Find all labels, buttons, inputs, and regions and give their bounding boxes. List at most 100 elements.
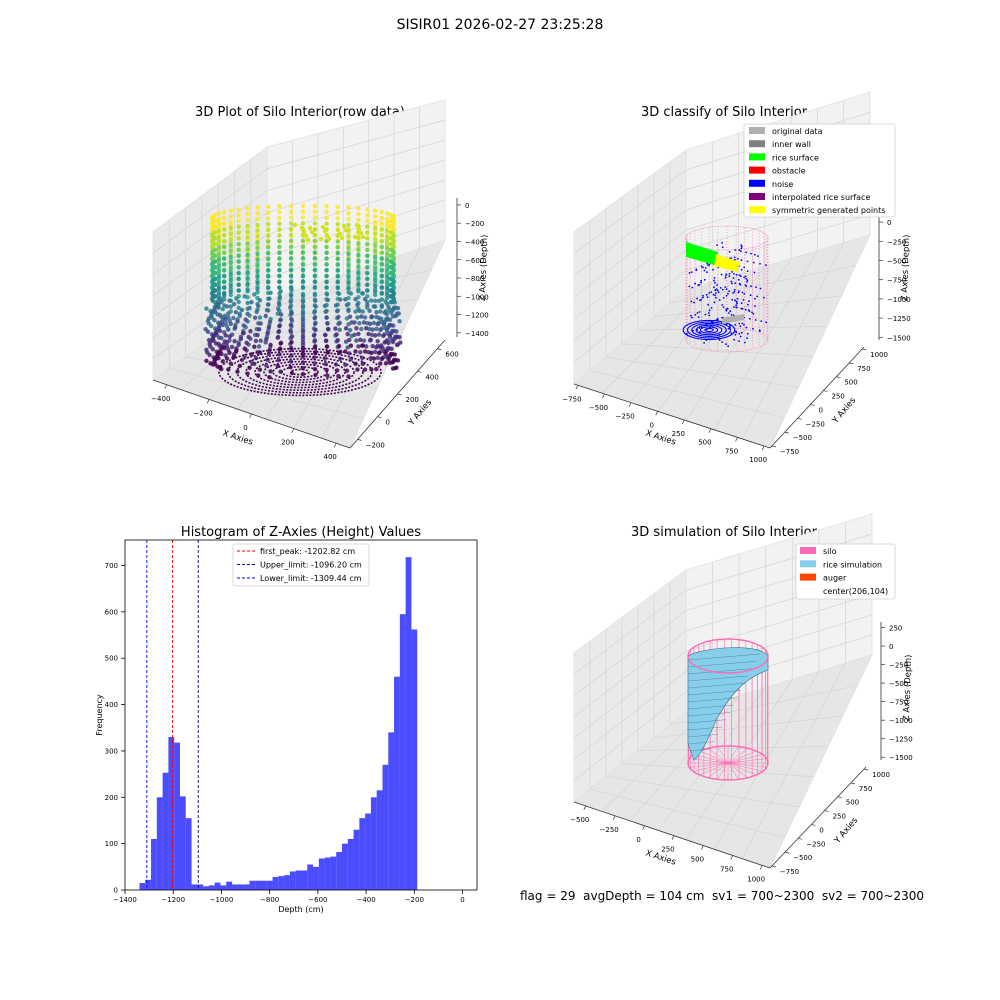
scatter-point bbox=[384, 211, 390, 216]
scatter-point bbox=[312, 232, 318, 238]
scatter-point bbox=[391, 266, 396, 271]
z-tick-label: −1500 bbox=[889, 754, 913, 762]
scatter-point bbox=[212, 288, 218, 293]
noise-point bbox=[756, 295, 759, 298]
histogram-bar bbox=[243, 884, 250, 890]
histogram-bar bbox=[382, 764, 389, 890]
scatter-point bbox=[397, 319, 402, 324]
z-tick-label: −1400 bbox=[465, 330, 489, 338]
noise-point bbox=[700, 281, 702, 284]
scatter-point bbox=[347, 337, 352, 343]
scatter-point bbox=[266, 280, 271, 285]
x-tick-label: 0 bbox=[460, 896, 464, 904]
scatter-point bbox=[300, 209, 306, 214]
scatter-point bbox=[277, 262, 282, 267]
scatter-point bbox=[221, 342, 226, 347]
x-tick bbox=[708, 428, 712, 433]
grid-line bbox=[685, 258, 792, 421]
scatter-point bbox=[215, 354, 220, 359]
histogram-bar bbox=[301, 870, 308, 890]
noise-point bbox=[703, 269, 706, 272]
noise-point bbox=[707, 312, 710, 314]
scatter-point bbox=[312, 285, 318, 290]
noise-point bbox=[733, 288, 736, 291]
top-point bbox=[358, 230, 364, 236]
scatter-point bbox=[266, 251, 271, 256]
grid-line bbox=[266, 159, 446, 213]
z-tick-label: −500 bbox=[889, 680, 908, 688]
x-tick-label: −750 bbox=[562, 395, 581, 403]
floor-ring bbox=[245, 355, 355, 389]
noise-point bbox=[730, 257, 732, 259]
scatter-point bbox=[266, 274, 271, 279]
scatter-point bbox=[312, 310, 317, 315]
y-tick-label: 500 bbox=[846, 799, 859, 807]
histogram-bar bbox=[370, 797, 377, 890]
rice-mesh-line bbox=[687, 683, 745, 689]
scatter-point bbox=[383, 361, 389, 366]
scatter-point bbox=[365, 230, 370, 235]
scatter-point bbox=[300, 305, 306, 310]
rice-mesh-line bbox=[687, 661, 757, 668]
noise-point bbox=[718, 339, 721, 341]
histogram-bar bbox=[405, 557, 412, 890]
z-tick-label: 0 bbox=[889, 643, 893, 651]
grid-line bbox=[265, 265, 370, 420]
noise-point bbox=[706, 271, 708, 273]
scatter-point bbox=[228, 225, 233, 231]
noise-point bbox=[745, 277, 748, 280]
noise-point bbox=[733, 291, 736, 293]
scatter-point bbox=[228, 289, 233, 294]
scatter-point bbox=[374, 326, 379, 331]
x-tick-label: 1000 bbox=[747, 875, 765, 883]
scatter-point bbox=[335, 280, 340, 285]
scatter-point bbox=[390, 339, 396, 345]
histogram-bar bbox=[162, 772, 169, 890]
noise-point bbox=[695, 268, 698, 271]
scatter-point bbox=[335, 251, 340, 256]
y-axis-label: Frequency bbox=[95, 694, 104, 736]
x-tick bbox=[682, 419, 685, 425]
scatter-point bbox=[391, 357, 397, 363]
noise-point bbox=[748, 317, 751, 320]
scatter-point bbox=[222, 232, 227, 238]
scatter-point bbox=[367, 308, 372, 313]
scatter-point bbox=[355, 315, 360, 320]
noise-point bbox=[697, 316, 700, 318]
scatter-point bbox=[300, 255, 306, 261]
legend-label: first_peak: -1202.82 cm bbox=[260, 547, 355, 556]
scatter-point bbox=[236, 271, 241, 276]
scatter-point bbox=[219, 319, 225, 324]
scatter-point bbox=[358, 350, 363, 355]
x-tick bbox=[628, 402, 632, 407]
y-tick-label: 0 bbox=[114, 887, 118, 895]
scatter-point bbox=[277, 209, 282, 215]
x-tick bbox=[671, 835, 675, 840]
x-tick bbox=[735, 437, 738, 442]
scatter-point bbox=[312, 203, 318, 209]
scatter-point bbox=[257, 315, 263, 320]
scatter-point bbox=[275, 335, 280, 340]
noise-point bbox=[736, 302, 738, 305]
grid-line bbox=[637, 745, 829, 751]
scatter-point bbox=[346, 274, 351, 280]
floor-ring bbox=[236, 352, 364, 391]
scatter-point bbox=[369, 314, 375, 319]
x-tick-label: −600 bbox=[308, 896, 327, 904]
noise-point bbox=[743, 266, 745, 269]
noise-point bbox=[688, 285, 691, 288]
scatter-point bbox=[346, 240, 351, 245]
plot-frame bbox=[124, 539, 478, 891]
scatter-point bbox=[325, 297, 330, 303]
scatter-point bbox=[288, 293, 294, 298]
scatter-point bbox=[325, 373, 330, 378]
scatter-point bbox=[255, 263, 260, 268]
histogram-bar bbox=[284, 875, 290, 890]
scatter-point bbox=[365, 213, 370, 218]
noise-point bbox=[730, 332, 733, 334]
histogram-bar bbox=[179, 796, 186, 890]
scatter-point bbox=[379, 244, 384, 249]
scatter-point bbox=[258, 321, 263, 326]
legend-frame bbox=[743, 123, 896, 218]
